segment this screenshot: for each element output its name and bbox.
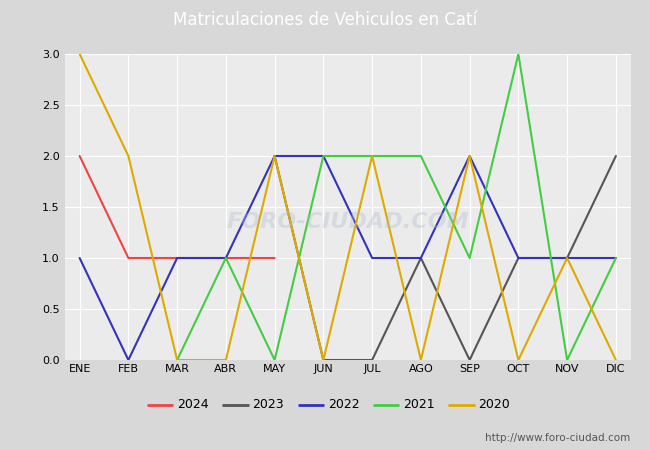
Text: FORO-CIUDAD.COM: FORO-CIUDAD.COM: [226, 212, 469, 232]
Text: 2020: 2020: [478, 399, 510, 411]
Text: 2021: 2021: [403, 399, 435, 411]
Text: 2024: 2024: [177, 399, 209, 411]
Text: 2022: 2022: [328, 399, 359, 411]
Text: 2023: 2023: [252, 399, 284, 411]
Text: http://www.foro-ciudad.com: http://www.foro-ciudad.com: [486, 432, 630, 443]
Text: Matriculaciones de Vehiculos en Catí: Matriculaciones de Vehiculos en Catí: [173, 11, 477, 29]
